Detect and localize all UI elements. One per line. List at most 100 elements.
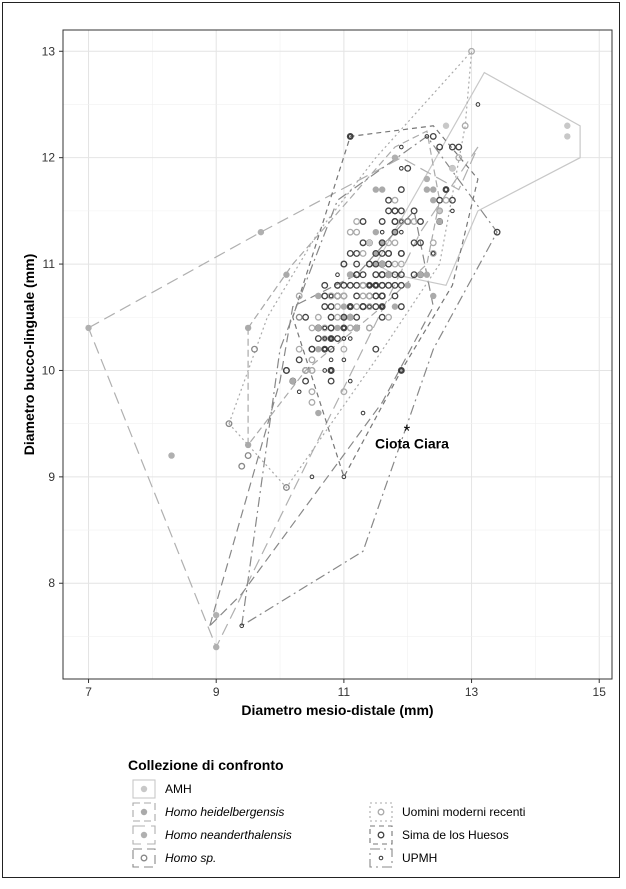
point-nean — [213, 611, 220, 619]
point-upmh — [341, 336, 347, 341]
point-upmh — [379, 304, 385, 309]
point-umr — [340, 345, 348, 353]
point-upmh — [367, 283, 372, 288]
point-sima — [327, 313, 335, 321]
point-umr — [334, 313, 341, 321]
point-umr — [327, 292, 335, 300]
point-sima — [378, 313, 386, 321]
point-heid — [340, 303, 348, 310]
point-sima — [282, 367, 290, 374]
point-sima — [391, 281, 399, 289]
point-sima — [397, 271, 405, 279]
point-nean — [168, 452, 175, 459]
point-heid — [378, 260, 386, 268]
data-points — [85, 47, 571, 651]
point-umr — [365, 292, 373, 300]
point-sima — [378, 249, 386, 257]
point-umr — [397, 260, 405, 268]
point-umr — [353, 324, 361, 332]
point-upmh — [341, 357, 347, 363]
point-umr — [302, 367, 310, 374]
point-homosp — [140, 854, 148, 862]
point-sima — [340, 313, 348, 321]
point-sima — [391, 207, 399, 215]
point-umr — [461, 122, 469, 130]
point-heid — [315, 345, 322, 353]
point-nean — [391, 154, 399, 161]
point-umr — [353, 303, 361, 311]
point-sima — [321, 345, 329, 353]
legend-label: Homo sp. — [165, 851, 216, 865]
point-upmh — [399, 144, 404, 150]
legend-swatch — [369, 825, 393, 845]
point-umr — [340, 292, 348, 300]
point-umr — [397, 218, 405, 225]
point-sima — [417, 239, 424, 247]
hull-umr — [228, 49, 473, 489]
point-sima — [334, 335, 341, 342]
point-sima — [353, 313, 361, 321]
point-amh — [564, 122, 571, 129]
point-upmh — [322, 346, 328, 352]
point-sima — [365, 260, 373, 268]
point-heid — [140, 808, 148, 816]
point-umr — [334, 292, 341, 300]
point-sima — [359, 218, 367, 225]
point-umr — [353, 218, 361, 225]
point-heid — [347, 314, 354, 321]
point-amh — [366, 239, 373, 246]
axis-ticks: 7 9 11 13 15 8 9 10 11 12 13 — [42, 44, 607, 699]
legend-item-sima: Sima de los Huesos — [369, 825, 509, 845]
point-sima — [372, 249, 380, 257]
point-sima — [372, 345, 380, 353]
point-sima — [327, 335, 335, 342]
point-sima — [397, 249, 405, 257]
point-sima — [391, 218, 399, 225]
point-homosp — [404, 218, 412, 225]
point-upmh — [347, 336, 353, 341]
point-sima — [346, 249, 354, 257]
point-nean — [140, 831, 148, 839]
point-upmh — [450, 208, 455, 214]
point-upmh — [399, 368, 404, 373]
point-sima — [359, 271, 367, 279]
point-sima — [372, 303, 380, 311]
point-umr — [346, 324, 354, 332]
point-umr — [391, 196, 399, 204]
point-sima — [397, 367, 405, 374]
point-heid — [372, 250, 380, 257]
point-heid — [430, 186, 437, 193]
legend-item-upmh: UPMH — [369, 848, 437, 868]
point-sima — [353, 292, 361, 300]
point-sima — [397, 207, 405, 215]
point-sima — [353, 249, 361, 257]
legend: AMH Homo heidelbergensis Homo neanderthale… — [132, 779, 525, 868]
point-sima — [365, 281, 373, 289]
point-sima — [436, 196, 444, 204]
point-umr — [410, 218, 418, 225]
point-umr — [295, 292, 303, 300]
point-umr — [340, 388, 348, 396]
x-tick-label: 11 — [338, 685, 351, 699]
point-umr — [308, 356, 316, 364]
point-heid — [347, 271, 354, 278]
point-sima — [327, 377, 335, 385]
point-sima — [417, 218, 424, 225]
point-sima — [378, 303, 386, 311]
point-sima — [385, 207, 393, 215]
point-sima — [378, 292, 386, 300]
point-sima — [327, 303, 335, 311]
point-umr — [308, 367, 316, 374]
point-sima — [340, 260, 348, 268]
point-umr — [391, 260, 399, 268]
point-umr — [359, 292, 367, 300]
point-sima — [314, 335, 322, 342]
legend-item-homosp: Homo sp. — [132, 848, 216, 868]
point-upmh — [443, 187, 449, 192]
point-upmh — [239, 623, 245, 629]
point-upmh — [360, 410, 366, 416]
figure-border — [2, 2, 620, 878]
hull-nean — [87, 146, 479, 649]
hull-upmh — [240, 135, 498, 627]
point-heid — [372, 186, 380, 193]
